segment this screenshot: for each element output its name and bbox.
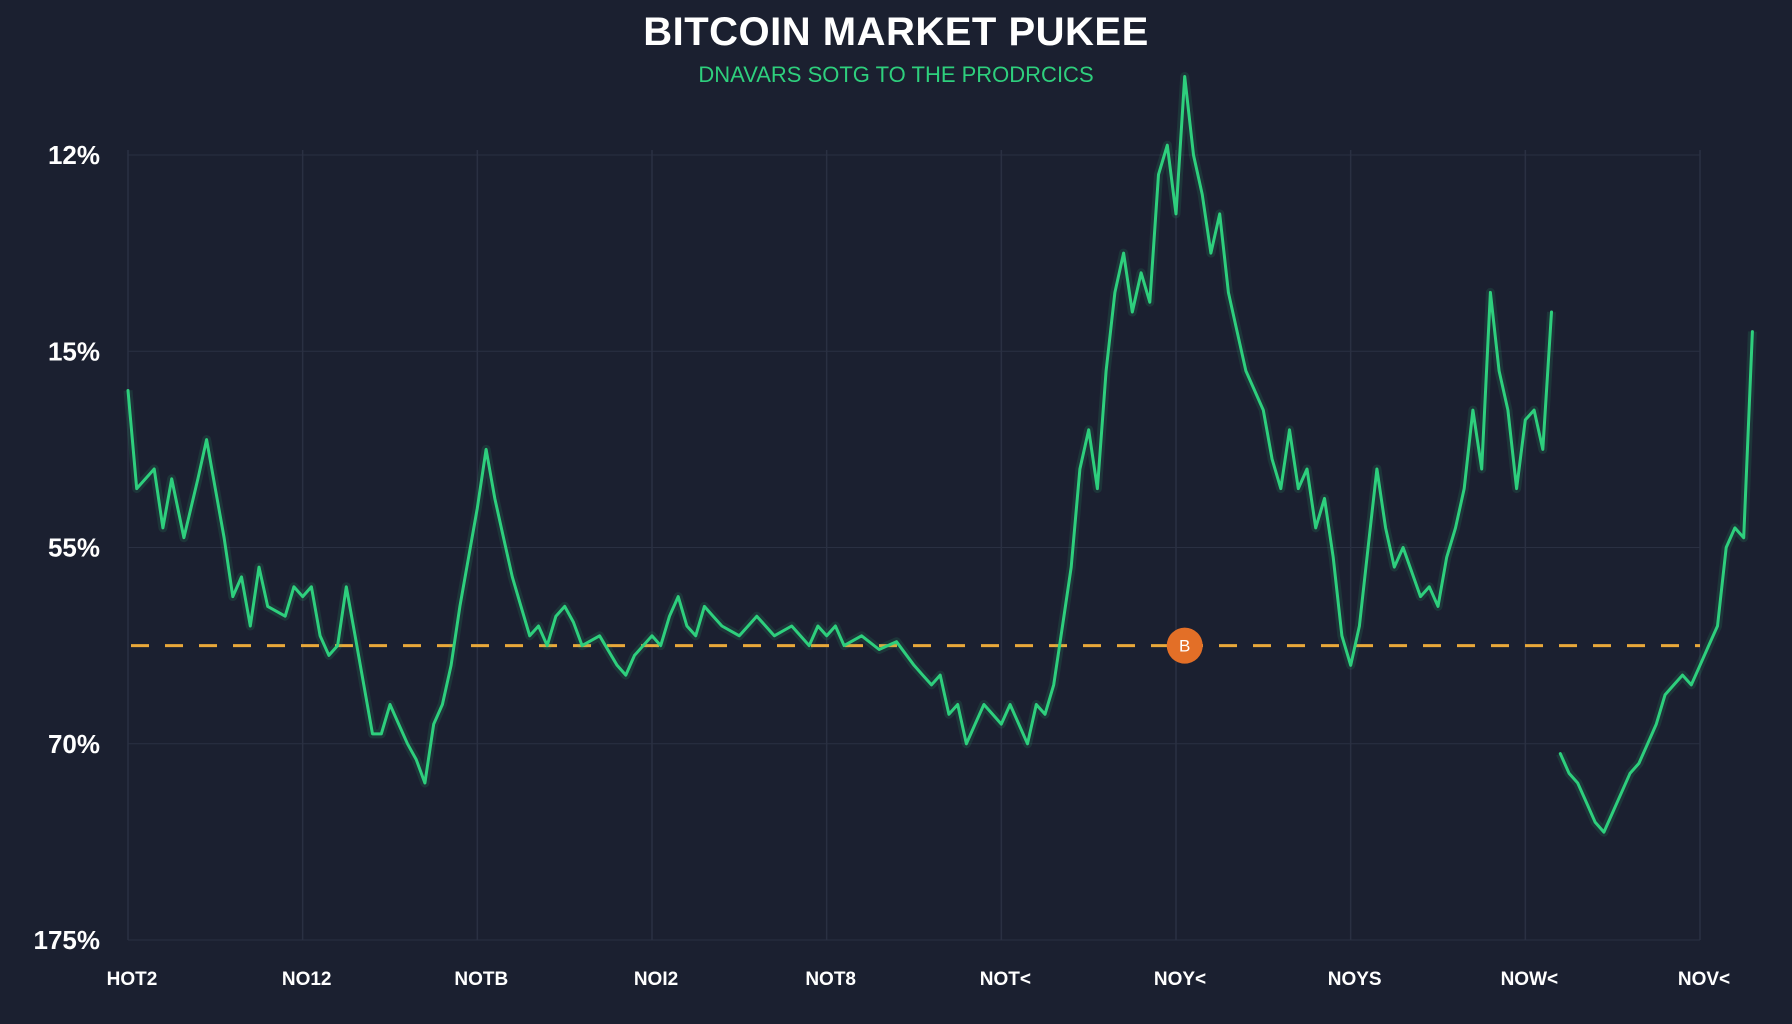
x-axis-labels: HOT2 NO12 NOTB NOI2 NOT8 NOT< NOY< NOYS NOW< NOV< xyxy=(107,969,1730,990)
chart-title: BITCOIN MARKET PUKEE xyxy=(643,10,1149,54)
bitcoin-marker: B xyxy=(1166,627,1203,664)
grid-lines xyxy=(127,150,1701,941)
y-tick-label: 175% xyxy=(34,925,101,955)
bitcoin-marker-label: B xyxy=(1179,637,1190,656)
x-tick-label: NO12 xyxy=(282,969,332,990)
x-tick-label: HOT2 xyxy=(107,969,158,990)
bitcoin-icon xyxy=(1166,627,1203,664)
y-tick-label: 15% xyxy=(48,336,100,366)
x-tick-label: NOYS xyxy=(1328,969,1382,990)
x-tick-label: NOY< xyxy=(1154,969,1206,990)
x-tick-label: NOTB xyxy=(454,969,508,990)
x-tick-label: NOT8 xyxy=(805,969,856,990)
x-tick-label: NOI2 xyxy=(634,969,678,990)
y-tick-label: 12% xyxy=(48,140,100,170)
x-tick-label: NOV< xyxy=(1678,969,1730,990)
series-line xyxy=(126,75,1553,785)
y-tick-label: 55% xyxy=(48,533,100,563)
series-lines xyxy=(123,72,1757,837)
x-tick-label: NOW< xyxy=(1501,969,1559,990)
series-line-glow xyxy=(123,72,1556,788)
x-tick-label: NOT< xyxy=(980,969,1031,990)
chart-subtitle: DNAVARS SOTG TO THE PRODRCICS xyxy=(698,62,1094,87)
series-line xyxy=(1558,330,1754,834)
y-axis-labels: 175% 70% 55% 15% 12% xyxy=(34,140,101,955)
y-tick-label: 70% xyxy=(48,729,100,759)
